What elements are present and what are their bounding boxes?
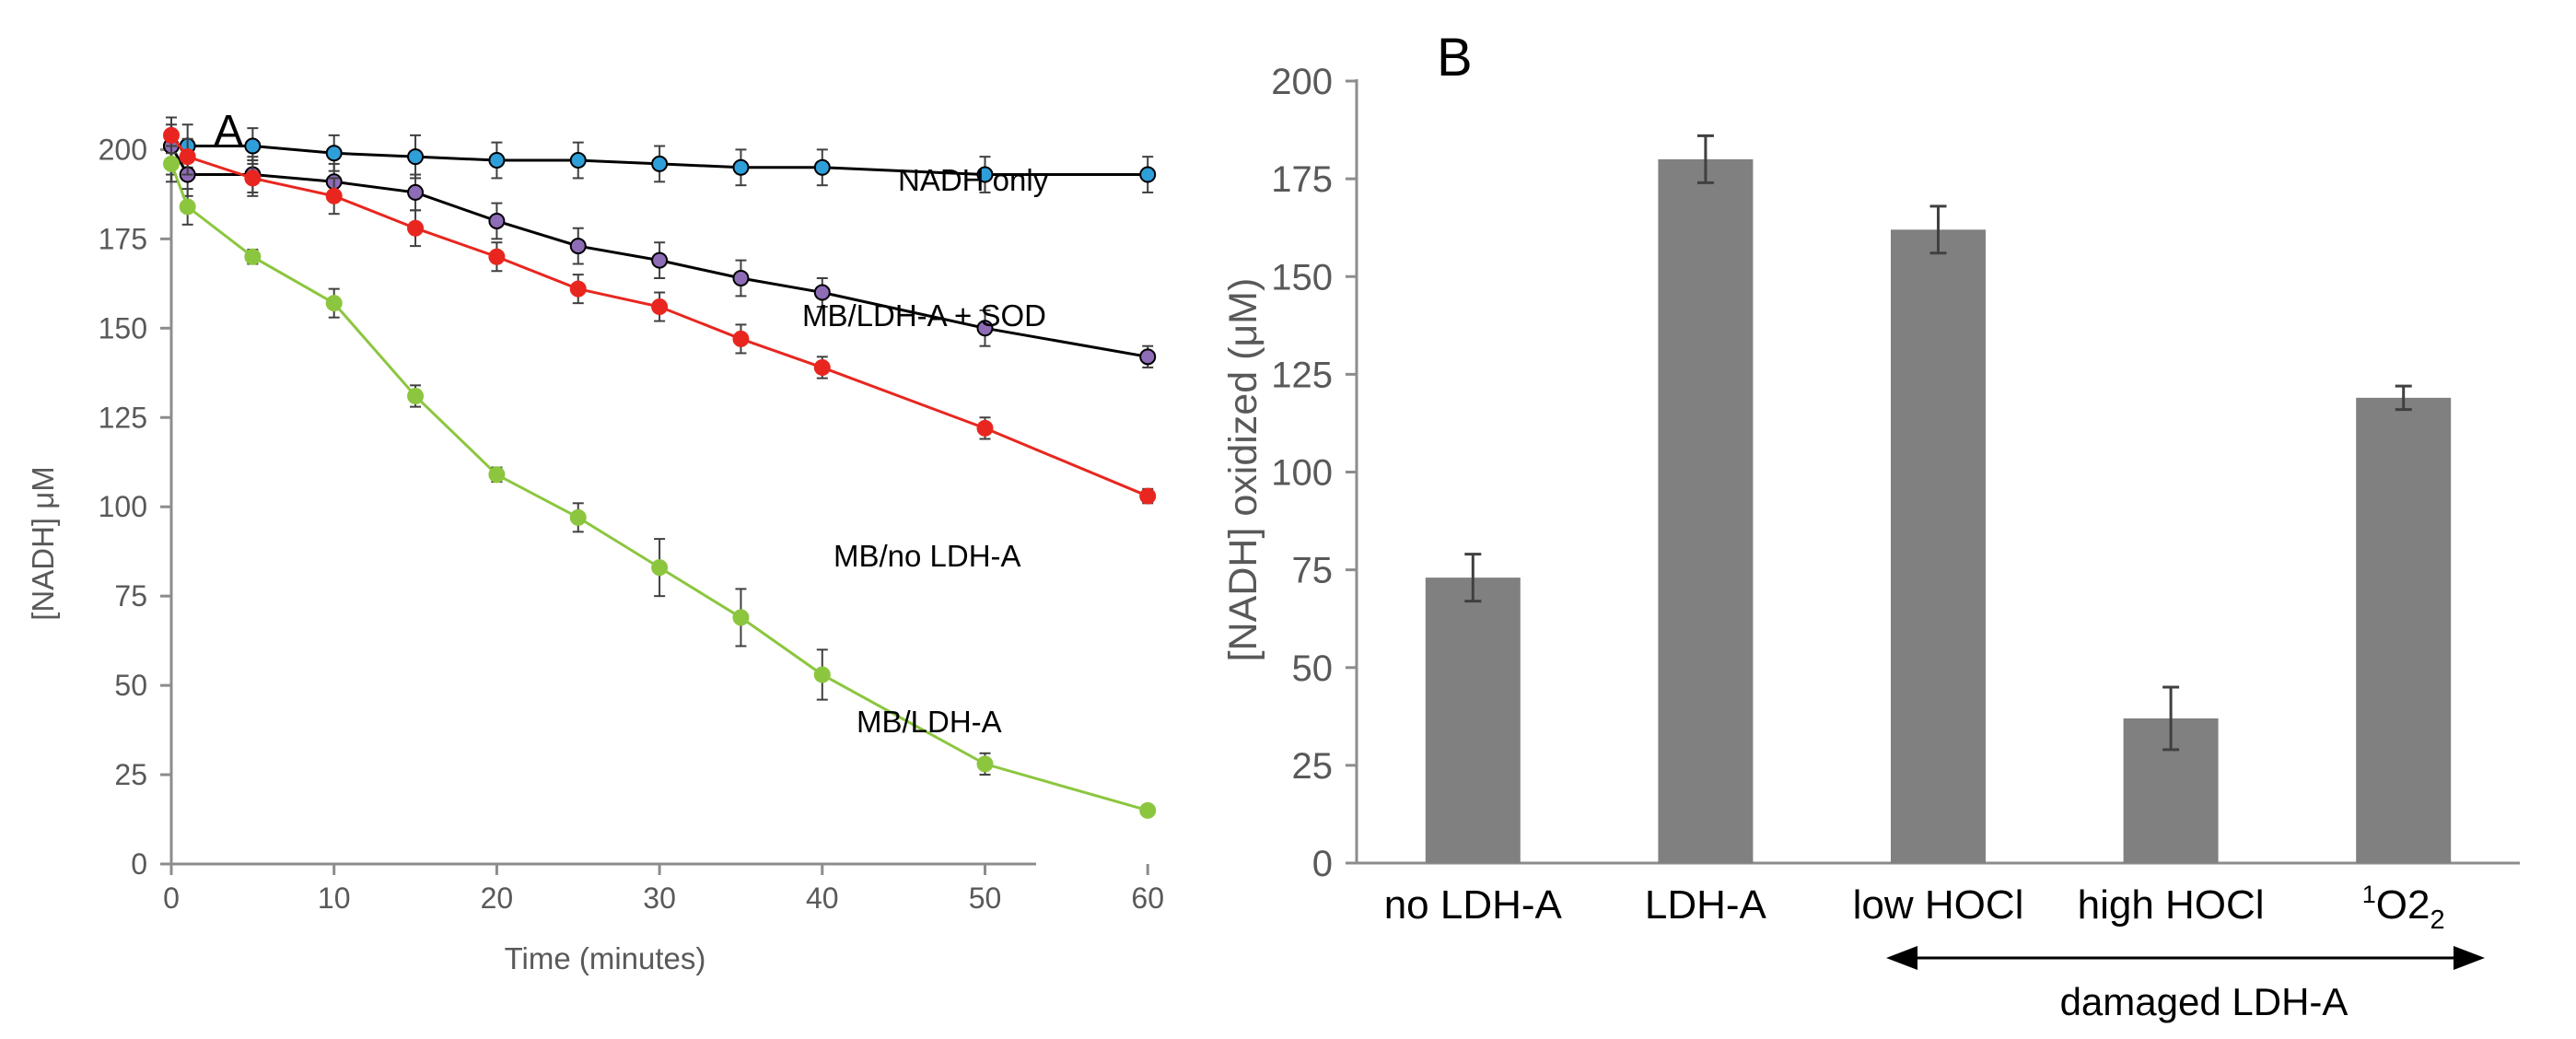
panel-b-y-tick-label: 150 (1271, 257, 1333, 298)
series-line (169, 163, 1148, 812)
data-point (569, 238, 587, 255)
damaged-bracket-left-arrow (1886, 946, 1917, 970)
panel-a-title: A (214, 107, 243, 156)
data-point (407, 219, 425, 237)
data-point (244, 137, 262, 155)
panel-a-x-tick-label: 40 (806, 881, 839, 915)
panel-b-y-tick-label: 175 (1271, 159, 1333, 200)
panel-b-y-tick-label: 0 (1312, 844, 1333, 884)
panel-a-x-tick-label: 30 (643, 881, 676, 915)
panel-a-y-tick-label: 75 (114, 579, 147, 613)
data-point (325, 295, 343, 312)
series-mb-ldh (163, 145, 1157, 819)
panel-a-x-tick-label: 20 (481, 881, 514, 915)
data-point (651, 559, 669, 577)
panel-a-x-tick-label: 50 (969, 881, 1002, 915)
data-point (179, 198, 196, 216)
panel-a-y-tick-label: 0 (131, 847, 147, 881)
series-line (171, 145, 1148, 177)
panel-b-title: B (1437, 28, 1473, 88)
data-point (732, 270, 750, 287)
bar (2356, 397, 2452, 863)
series-label-mb-no-ldh: MB/no LDH-A (833, 539, 1021, 573)
data-point (813, 284, 831, 301)
data-point (651, 155, 669, 172)
data-point (651, 251, 669, 269)
data-point (813, 358, 831, 376)
data-point (163, 126, 180, 144)
panel-a-y-tick-label: 100 (99, 490, 147, 523)
panel-a-line-chart: A 0 25 50 75 100 125 150 175 200 0 10 20 30 40 50 60 [… (26, 107, 1164, 975)
damaged-bracket-label: damaged LDH-A (2060, 980, 2349, 1023)
data-point (407, 183, 425, 201)
panel-b-bar-chart: B 0 25 50 75 100 125 150 175 200 [NADH] oxidized… (1221, 28, 2520, 1023)
panel-a-y-tick-label: 25 (114, 758, 147, 791)
panel-b-y-tick-label: 50 (1292, 648, 1334, 689)
bar (1891, 229, 1986, 863)
panel-a-y-tick-label: 50 (114, 669, 147, 702)
panel-a-y-tick-label: 200 (99, 133, 147, 166)
data-point (569, 280, 587, 298)
series-label-nadh-only: NADH only (898, 163, 1049, 197)
data-point (976, 320, 994, 337)
panel-a-y-tick-label: 150 (99, 311, 147, 344)
data-point (976, 755, 994, 773)
bar (1658, 158, 1754, 863)
data-point (569, 152, 587, 169)
data-point (732, 330, 750, 347)
panel-b-y-tick-label: 25 (1292, 746, 1334, 787)
data-point (1139, 348, 1157, 366)
data-point (976, 419, 994, 437)
panel-b-y-tick-label: 100 (1271, 453, 1333, 494)
data-point (813, 158, 831, 176)
panel-a-y-tick-label: 125 (99, 401, 147, 434)
data-point (1139, 801, 1157, 819)
panel-b-y-tick-label: 75 (1292, 551, 1334, 591)
data-point (407, 148, 425, 166)
data-point (569, 508, 587, 526)
panel-b-y-tick-label: 200 (1271, 62, 1333, 102)
series-mb-ldh-sod (163, 116, 1157, 368)
data-point (1139, 487, 1157, 505)
data-point (488, 212, 506, 229)
series-label-mb-ldh: MB/LDH-A (857, 705, 1002, 739)
panel-a-x-tick-label: 10 (318, 881, 351, 915)
series-line (169, 134, 1148, 497)
category-label: 1O22 (2362, 881, 2445, 935)
panel-b-y-tick-label: 125 (1271, 355, 1333, 395)
series-mb-no-ldh (163, 116, 1157, 505)
data-point (244, 169, 262, 187)
data-point (488, 248, 506, 265)
data-point (651, 298, 669, 316)
panel-a-x-tick-label: 0 (163, 881, 180, 915)
data-point (976, 166, 994, 183)
category-label: low HOCl (1853, 882, 2024, 928)
data-point (325, 145, 343, 162)
data-point (1139, 166, 1157, 183)
data-point (732, 609, 750, 626)
panel-b-y-axis-label: [NADH] oxidized (μM) (1221, 278, 1265, 662)
data-point (163, 155, 180, 172)
data-point (813, 666, 831, 683)
panel-a-y-tick-label: 175 (99, 222, 147, 255)
data-point (732, 158, 750, 176)
category-label: LDH-A (1645, 882, 1767, 928)
category-label: no LDH-A (1384, 882, 1563, 928)
bar (1425, 578, 1521, 863)
panel-a-x-tick-label: 60 (1131, 881, 1164, 915)
series-label-mb-ldh-sod: MB/LDH-A + SOD (802, 298, 1046, 333)
data-point (488, 466, 506, 484)
category-label: high HOCl (2078, 882, 2265, 928)
data-point (244, 248, 262, 265)
panel-a-x-axis-label: Time (minutes) (505, 941, 706, 975)
panel-a-y-axis-label: [NADH] μM (26, 466, 60, 621)
data-point (179, 148, 196, 166)
data-point (407, 387, 425, 404)
data-point (488, 152, 506, 169)
data-point (325, 187, 343, 204)
damaged-bracket-right-arrow (2454, 946, 2485, 970)
